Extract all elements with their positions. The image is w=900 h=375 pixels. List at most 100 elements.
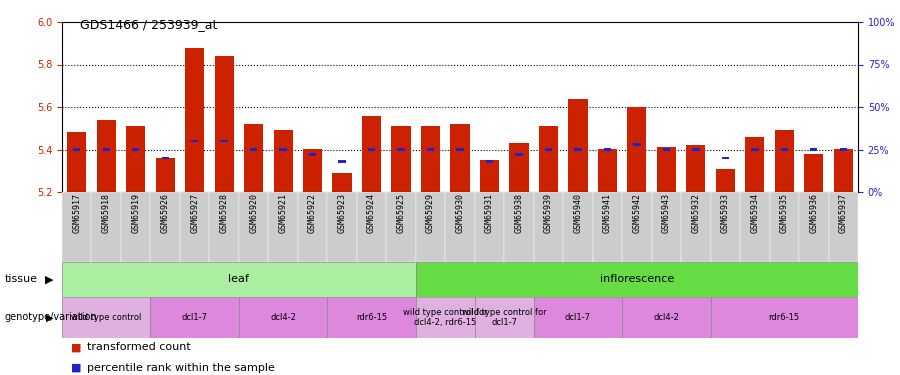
Bar xyxy=(156,158,175,192)
Text: ▶: ▶ xyxy=(44,274,53,285)
Bar xyxy=(185,48,204,192)
Bar xyxy=(805,154,824,192)
Bar xyxy=(427,148,434,151)
Text: GSM65917: GSM65917 xyxy=(72,194,81,233)
Bar xyxy=(593,192,622,262)
Bar xyxy=(568,99,588,192)
Bar xyxy=(770,192,799,262)
Bar xyxy=(416,262,858,297)
Text: GSM65940: GSM65940 xyxy=(573,194,582,233)
Text: GDS1466 / 253939_at: GDS1466 / 253939_at xyxy=(80,18,218,31)
Text: GSM65920: GSM65920 xyxy=(249,194,258,233)
Bar xyxy=(191,140,198,142)
Bar xyxy=(509,143,528,192)
Bar xyxy=(775,130,794,192)
Text: GSM65941: GSM65941 xyxy=(603,194,612,233)
Bar xyxy=(250,148,257,151)
Text: dcl1-7: dcl1-7 xyxy=(565,313,591,322)
Bar xyxy=(279,148,287,151)
Bar xyxy=(833,150,853,192)
Text: wild type control for
dcl4-2, rdr6-15: wild type control for dcl4-2, rdr6-15 xyxy=(403,308,488,327)
Text: wild type control: wild type control xyxy=(71,313,141,322)
Text: GSM65926: GSM65926 xyxy=(161,194,170,233)
Text: GSM65924: GSM65924 xyxy=(367,194,376,233)
Bar xyxy=(799,192,829,262)
Bar xyxy=(126,126,145,192)
Text: tissue: tissue xyxy=(4,274,38,285)
Text: GSM65928: GSM65928 xyxy=(220,194,229,233)
Text: GSM65939: GSM65939 xyxy=(544,194,553,233)
Bar xyxy=(450,124,470,192)
Text: GSM65918: GSM65918 xyxy=(102,194,111,233)
Bar xyxy=(486,160,493,163)
Bar xyxy=(268,192,298,262)
Bar xyxy=(356,192,386,262)
Bar xyxy=(652,192,681,262)
Bar xyxy=(604,148,611,151)
Text: GSM65934: GSM65934 xyxy=(751,194,760,233)
Text: GSM65923: GSM65923 xyxy=(338,194,346,233)
Bar xyxy=(657,147,676,192)
Bar xyxy=(386,192,416,262)
Text: GSM65925: GSM65925 xyxy=(397,194,406,233)
Bar xyxy=(722,157,729,159)
Bar xyxy=(598,150,617,192)
Text: ▶: ▶ xyxy=(46,312,53,322)
Text: GSM65922: GSM65922 xyxy=(308,194,317,233)
Bar xyxy=(214,56,234,192)
Bar xyxy=(338,160,346,163)
Text: GSM65936: GSM65936 xyxy=(809,194,818,233)
Bar xyxy=(780,148,788,151)
Bar xyxy=(622,297,711,338)
Text: GSM65935: GSM65935 xyxy=(779,194,788,233)
Bar xyxy=(681,192,711,262)
Bar xyxy=(68,132,86,192)
Bar xyxy=(810,148,817,151)
Bar xyxy=(244,124,263,192)
Bar xyxy=(150,297,238,338)
Bar xyxy=(309,153,316,156)
Bar xyxy=(480,160,500,192)
Text: GSM65929: GSM65929 xyxy=(426,194,435,233)
Bar xyxy=(539,126,558,192)
Bar xyxy=(132,148,140,151)
Bar xyxy=(711,297,858,338)
Text: ■: ■ xyxy=(71,342,82,352)
Bar xyxy=(544,148,552,151)
Bar xyxy=(274,130,292,192)
Bar xyxy=(574,148,581,151)
Bar xyxy=(103,148,110,151)
Bar xyxy=(73,148,80,151)
Bar xyxy=(745,137,764,192)
Bar xyxy=(416,192,446,262)
Bar xyxy=(634,143,641,146)
Bar xyxy=(829,192,858,262)
Bar xyxy=(62,192,92,262)
Bar xyxy=(62,297,150,338)
Bar xyxy=(662,148,670,151)
Bar xyxy=(62,262,416,297)
Bar xyxy=(161,157,169,159)
Bar xyxy=(368,148,375,151)
Bar xyxy=(121,192,150,262)
Text: rdr6-15: rdr6-15 xyxy=(356,313,387,322)
Bar xyxy=(220,140,228,142)
Text: leaf: leaf xyxy=(229,274,249,285)
Bar xyxy=(446,192,474,262)
Text: dcl4-2: dcl4-2 xyxy=(270,313,296,322)
Bar xyxy=(711,192,740,262)
Bar xyxy=(421,126,440,192)
Bar xyxy=(687,145,706,192)
Bar xyxy=(504,192,534,262)
Bar xyxy=(238,297,328,338)
Bar xyxy=(840,148,847,151)
Bar xyxy=(456,148,464,151)
Text: GSM65942: GSM65942 xyxy=(633,194,642,233)
Text: percentile rank within the sample: percentile rank within the sample xyxy=(87,363,275,373)
Text: rdr6-15: rdr6-15 xyxy=(769,313,800,322)
Bar xyxy=(534,297,622,338)
Text: GSM65921: GSM65921 xyxy=(279,194,288,233)
Text: ■: ■ xyxy=(71,363,82,373)
Bar xyxy=(534,192,563,262)
Text: dcl4-2: dcl4-2 xyxy=(653,313,680,322)
